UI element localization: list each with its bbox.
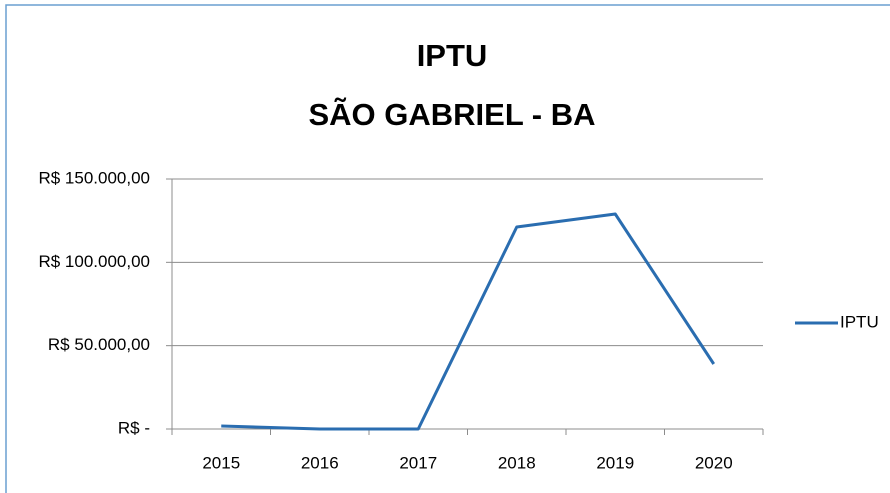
series-line [221, 212, 716, 431]
x-tick-label: 2020 [695, 453, 733, 472]
chart-subtitle: SÃO GABRIEL - BA [308, 97, 595, 132]
x-tick-label: 2018 [498, 453, 536, 472]
y-tick-label: R$ - [118, 418, 150, 437]
x-tick-label: 2016 [301, 453, 339, 472]
y-tick-label: R$ 150.000,00 [38, 168, 150, 187]
frame [5, 4, 890, 493]
legend-label: IPTU [840, 312, 879, 331]
chart-title: IPTU [417, 38, 488, 73]
y-tick-label: R$ 100.000,00 [38, 252, 150, 271]
x-tick-label: 2015 [202, 453, 240, 472]
y-tick-label: R$ 50.000,00 [48, 335, 150, 354]
x-tick-label: 2017 [399, 453, 437, 472]
x-tick-label: 2019 [596, 453, 634, 472]
